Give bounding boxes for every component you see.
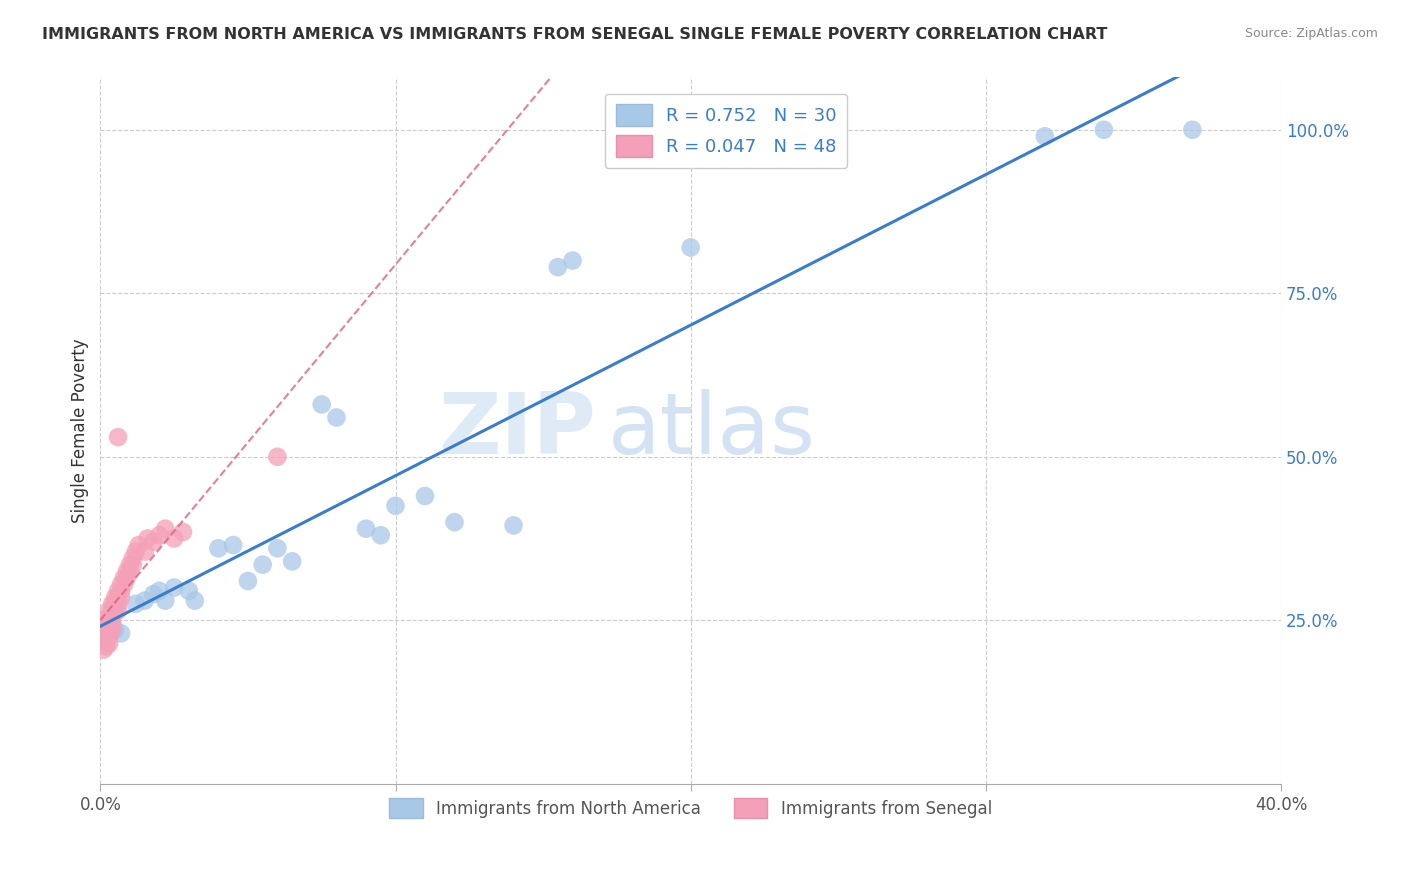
Point [98, 630, 121, 644]
Point [266, 541, 288, 556]
Point [354, 522, 377, 536]
Point [325, 410, 347, 425]
Point [107, 591, 129, 605]
Point [148, 528, 170, 542]
Point [236, 574, 259, 588]
Point [207, 541, 229, 556]
Point [128, 538, 150, 552]
Point [148, 583, 170, 598]
Point [96, 613, 118, 627]
Point [443, 515, 465, 529]
Point [107, 597, 129, 611]
Point [121, 551, 143, 566]
Point [1033, 129, 1056, 144]
Point [107, 430, 129, 444]
Legend: Immigrants from North America, Immigrants from Senegal: Immigrants from North America, Immigrant… [382, 791, 998, 825]
Point [281, 554, 304, 568]
Point [98, 610, 121, 624]
Point [96, 632, 118, 647]
Point [177, 583, 200, 598]
Point [98, 623, 121, 637]
Text: IMMIGRANTS FROM NORTH AMERICA VS IMMIGRANTS FROM SENEGAL SINGLE FEMALE POVERTY C: IMMIGRANTS FROM NORTH AMERICA VS IMMIGRA… [42, 27, 1108, 42]
Point [104, 597, 127, 611]
Point [172, 524, 194, 539]
Point [118, 558, 141, 572]
Point [91, 642, 114, 657]
Point [98, 616, 121, 631]
Point [1092, 122, 1115, 136]
Point [125, 597, 148, 611]
Point [370, 528, 392, 542]
Point [163, 581, 186, 595]
Point [547, 260, 569, 274]
Text: atlas: atlas [607, 389, 815, 472]
Point [107, 603, 129, 617]
Point [110, 626, 132, 640]
Point [91, 630, 114, 644]
Point [115, 564, 138, 578]
Point [413, 489, 436, 503]
Point [142, 587, 165, 601]
Y-axis label: Single Female Poverty: Single Female Poverty [72, 338, 89, 523]
Point [96, 626, 118, 640]
Point [502, 518, 524, 533]
Point [679, 240, 702, 254]
Point [91, 636, 114, 650]
Point [112, 571, 135, 585]
Point [101, 616, 124, 631]
Point [101, 597, 124, 611]
Text: Source: ZipAtlas.com: Source: ZipAtlas.com [1244, 27, 1378, 40]
Point [101, 603, 124, 617]
Point [101, 610, 124, 624]
Point [101, 623, 124, 637]
Point [107, 583, 129, 598]
Point [266, 450, 288, 464]
Point [222, 538, 245, 552]
Point [155, 593, 177, 607]
Point [96, 640, 118, 654]
Point [163, 532, 186, 546]
Point [115, 571, 138, 585]
Point [110, 577, 132, 591]
Point [110, 583, 132, 598]
Point [112, 577, 135, 591]
Point [91, 623, 114, 637]
Point [561, 253, 583, 268]
Point [155, 522, 177, 536]
Point [104, 591, 127, 605]
Point [98, 603, 121, 617]
Point [104, 603, 127, 617]
Point [384, 499, 406, 513]
Point [142, 534, 165, 549]
Point [125, 544, 148, 558]
Point [1181, 122, 1204, 136]
Point [110, 591, 132, 605]
Text: ZIP: ZIP [439, 389, 596, 472]
Point [134, 544, 156, 558]
Point [184, 593, 207, 607]
Point [252, 558, 274, 572]
Point [134, 593, 156, 607]
Point [118, 564, 141, 578]
Point [104, 623, 127, 637]
Point [121, 558, 143, 572]
Point [96, 620, 118, 634]
Point [136, 532, 159, 546]
Point [98, 636, 121, 650]
Point [311, 397, 333, 411]
